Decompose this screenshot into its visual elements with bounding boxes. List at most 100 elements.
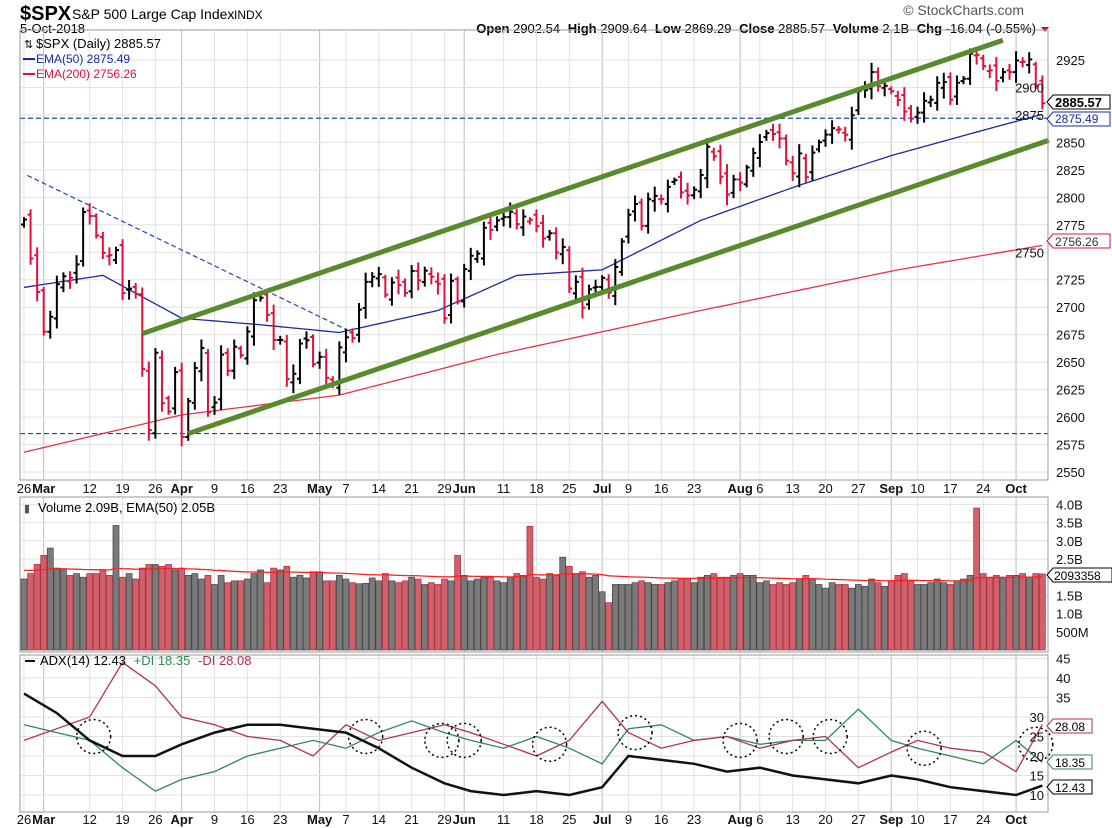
adx-tick-label: 20 (1030, 749, 1044, 764)
volume-bar (841, 584, 849, 651)
volume-bar (125, 573, 133, 651)
volume-bar (776, 582, 783, 651)
ohlc-bar (60, 272, 67, 293)
ema50-line (23, 113, 1043, 334)
mdi-tag-text: 28.08 (1055, 720, 1085, 734)
ohlc-bar (678, 171, 684, 199)
x-tick-label: Jul (593, 481, 612, 496)
ohlc-bar (303, 331, 310, 349)
price-tick-label: 2550 (1056, 465, 1085, 480)
volume-bar (171, 569, 179, 651)
x-tick-label: Oct (1005, 812, 1027, 827)
volume-bar (598, 591, 606, 651)
volume-bar (644, 582, 652, 651)
ohlc-bar (270, 304, 277, 351)
x-tick-label: 18 (529, 812, 543, 827)
ohlc-bar (487, 214, 494, 240)
ohlc-bar (645, 192, 652, 234)
x-tick-label: 29 (437, 812, 451, 827)
x-tick-label: 9 (211, 812, 218, 827)
ohlc-bar (165, 395, 172, 415)
volume-bar (526, 525, 534, 651)
adx-tick-label: 15 (1030, 769, 1044, 784)
volume-bar (907, 580, 915, 651)
volume-bar (92, 573, 100, 651)
volume-bar (349, 582, 356, 651)
chg-label: Chg (917, 21, 942, 36)
ohlc-bar (658, 194, 665, 205)
volume-bar (290, 576, 297, 651)
adx-tick-label: 10 (1030, 788, 1044, 803)
symbol: $SPX (20, 3, 72, 25)
x-tick-label: 12 (82, 812, 96, 827)
volume-bar (901, 573, 908, 651)
x-tick-label: Sep (879, 481, 903, 496)
ohlc-bar (237, 345, 244, 359)
volume-bar (697, 576, 705, 651)
volume-bar (618, 584, 626, 651)
volume-tick-label: 1.5B (1056, 588, 1083, 603)
ohlc-bar (717, 144, 724, 185)
volume-bar (487, 576, 494, 651)
volume-legend-label: Volume 2.09B, EMA(50) 2.05B (38, 500, 215, 515)
ohlc-bar (218, 345, 225, 411)
volume-bar (500, 582, 507, 651)
volume-ema-line (23, 567, 1043, 582)
x-tick-label: 23 (273, 481, 287, 496)
ohlc-bar (1013, 51, 1020, 83)
volume-bar (355, 583, 363, 651)
x-tick-label: 23 (273, 812, 287, 827)
ohlc-bar (520, 209, 527, 236)
adx-tick-label: 25 (1030, 730, 1044, 745)
ohlc-bar (178, 362, 185, 447)
ohlc-bar (467, 247, 474, 281)
volume-bar (690, 582, 698, 651)
ohlc-bar (1006, 63, 1013, 80)
ohlc-bar (342, 328, 349, 363)
ohlc-bar (999, 68, 1006, 83)
volume-bar (684, 578, 691, 651)
volume-bar (178, 567, 186, 651)
volume-bar (60, 568, 67, 651)
ohlc-bar (960, 76, 967, 85)
index-name: S&P 500 Large Cap Index (72, 6, 234, 22)
volume-bar (283, 565, 291, 651)
ohlc-bar (526, 217, 533, 225)
volume-bar (703, 575, 711, 651)
price-tick-label: 2575 (1056, 438, 1085, 453)
volume-bar (802, 575, 810, 651)
x-tick-label: 24 (976, 481, 990, 496)
ohlc-bar (310, 334, 317, 368)
price-legend: ⇅ $SPX (Daily) 2885.57 EMA(50) 2875.49 E… (23, 36, 161, 81)
quote-bar: Open 2902.54 High 2909.64 Low 2869.29 Cl… (476, 21, 1036, 36)
gridlines (20, 30, 1048, 812)
ohlc-bar (27, 209, 34, 265)
x-tick-label: 9 (211, 481, 218, 496)
ohlc-bar (66, 271, 73, 289)
adx-tick-label: 40 (1056, 671, 1070, 686)
chart-date: 5-Oct-2018 (20, 21, 85, 36)
adx-tick-label: 45 (1056, 652, 1070, 667)
volume-bar (480, 576, 488, 651)
volume-value: 2.1B (882, 21, 909, 36)
volume-label: Volume (833, 21, 879, 36)
ohlc-bar (112, 246, 119, 264)
x-tick-label: 16 (654, 812, 668, 827)
open-value: 2902.54 (513, 21, 560, 36)
ohlc-bar (40, 287, 47, 336)
volume-bar (303, 577, 310, 651)
ohlc-bar (723, 164, 730, 206)
volume-tick-label: 3.5B (1056, 516, 1083, 531)
ohlc-bar (336, 341, 343, 395)
volume-bar (382, 573, 389, 651)
ohlc-bar (99, 231, 106, 259)
ohlc-bar (829, 120, 836, 144)
volume-bar (263, 582, 271, 651)
crossover-circle (722, 722, 758, 759)
adx-tag-text: 12.43 (1055, 781, 1085, 795)
volume-bar (887, 580, 895, 651)
ohlc-bar (572, 275, 579, 302)
volume-bar (795, 578, 803, 651)
volume-bar (815, 584, 823, 651)
ohlc-bar (454, 276, 461, 305)
